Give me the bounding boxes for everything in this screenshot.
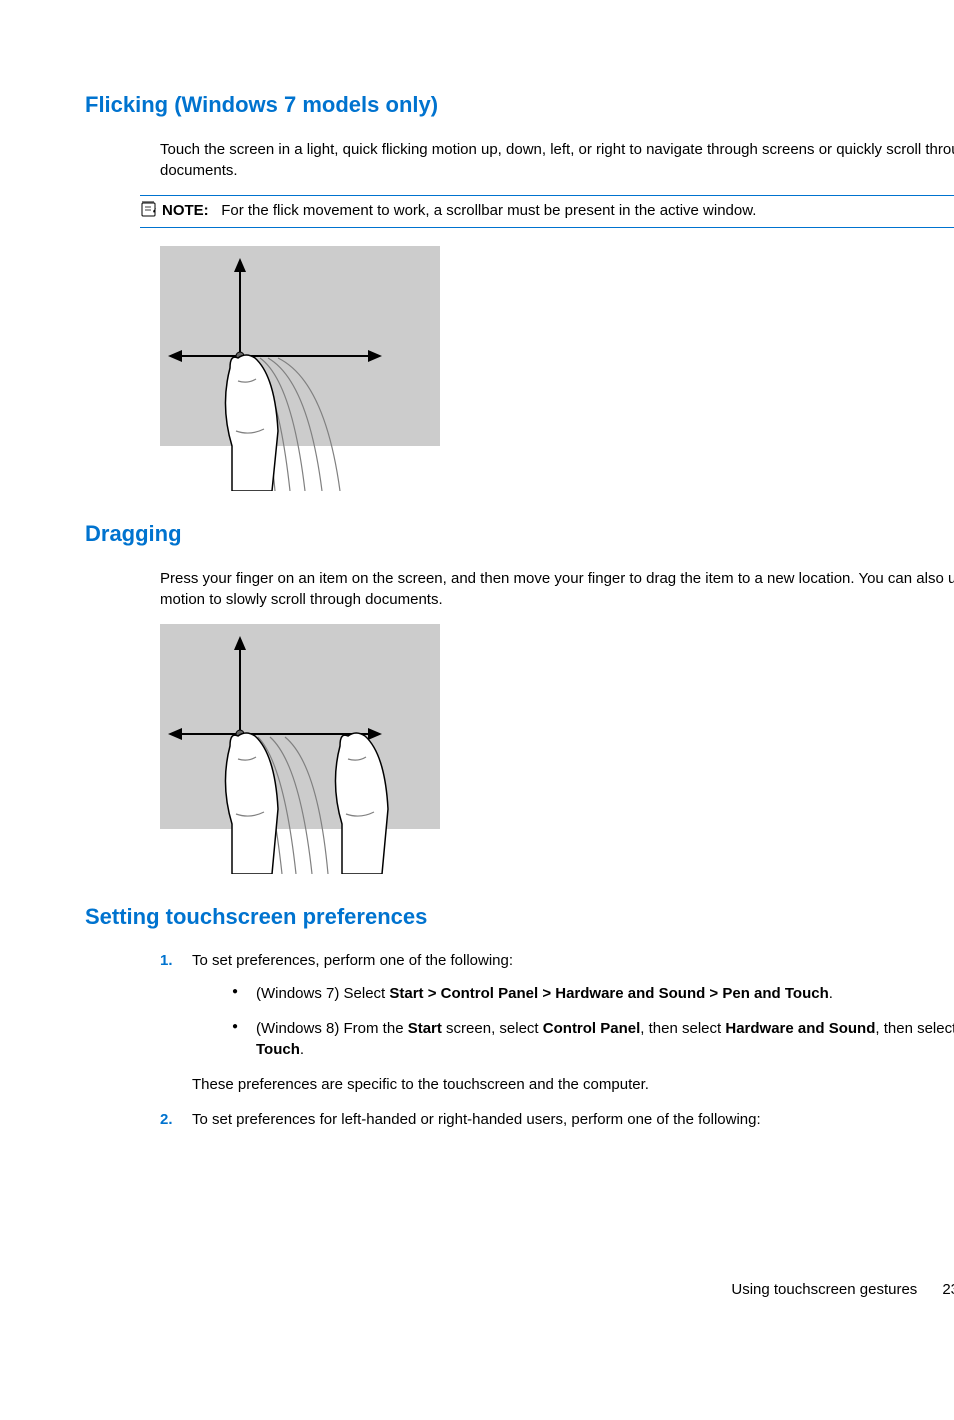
step-1-intro: To set preferences, perform one of the f… — [192, 952, 513, 969]
note-body — [213, 202, 221, 219]
step-1-options: (Windows 7) Select Start > Control Panel… — [232, 983, 954, 1060]
note-callout: NOTE: For the flick movement to work, a … — [140, 195, 954, 228]
page-footer: Using touchscreen gestures 23 — [731, 1279, 954, 1300]
step-2: To set preferences for left-handed or ri… — [160, 1109, 954, 1130]
dragging-heading: Dragging — [85, 519, 954, 550]
dragging-body: Press your finger on an item on the scre… — [160, 568, 954, 610]
dragging-figure — [160, 624, 954, 874]
note-label: NOTE: — [162, 202, 209, 219]
flicking-body: Touch the screen in a light, quick flick… — [160, 139, 954, 181]
step-1-option-win8: (Windows 8) From the Start screen, selec… — [232, 1018, 954, 1060]
preferences-heading: Setting touchscreen preferences — [85, 902, 954, 933]
step-1: To set preferences, perform one of the f… — [160, 950, 954, 1095]
footer-text: Using touchscreen gestures — [731, 1281, 917, 1298]
document-page: Flicking (Windows 7 models only) Touch t… — [85, 90, 954, 1360]
step-1-outro: These preferences are specific to the to… — [192, 1076, 649, 1093]
note-text: NOTE: For the flick movement to work, a … — [162, 200, 756, 221]
preferences-steps: To set preferences, perform one of the f… — [160, 950, 954, 1130]
step-1-option-win7: (Windows 7) Select Start > Control Panel… — [232, 983, 954, 1004]
flicking-figure — [160, 246, 954, 491]
step-2-text: To set preferences for left-handed or ri… — [192, 1111, 761, 1128]
note-icon — [140, 200, 158, 218]
flicking-heading: Flicking (Windows 7 models only) — [85, 90, 954, 121]
page-number: 23 — [942, 1281, 954, 1298]
